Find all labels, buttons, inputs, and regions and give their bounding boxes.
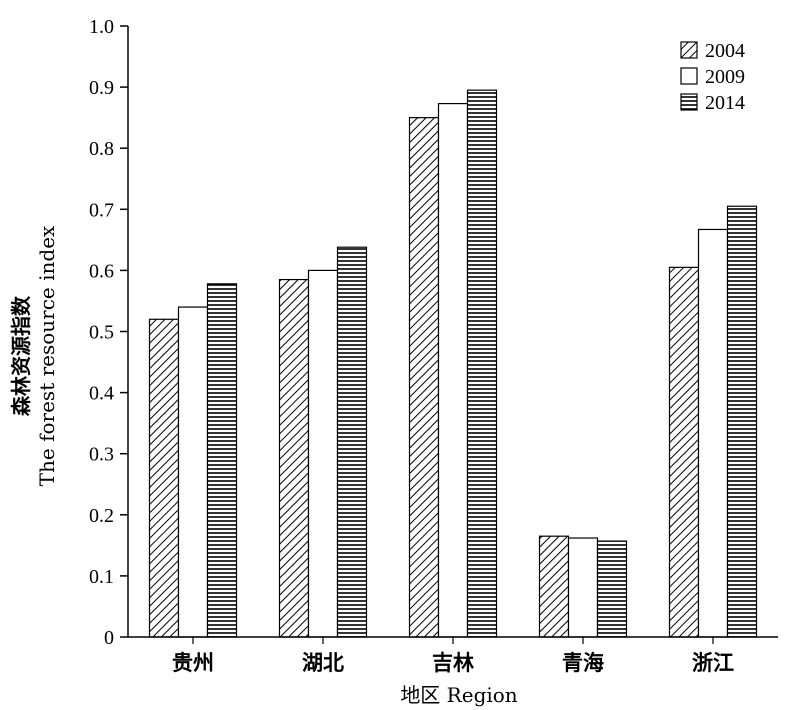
bar-2009-1 bbox=[307, 269, 339, 638]
bar-2009-4 bbox=[697, 228, 729, 638]
bar-2014-3 bbox=[596, 540, 628, 638]
y-tick-label: 0 bbox=[104, 627, 114, 649]
legend: 2004 2009 2014 bbox=[680, 40, 745, 114]
y-axis-title-cn: 森林资源指数 bbox=[9, 295, 33, 416]
y-axis-title-en: The forest resource index bbox=[35, 225, 59, 486]
y-tick-label: 0.7 bbox=[89, 199, 114, 221]
bar-2009-0 bbox=[177, 306, 209, 638]
bar-2014-4 bbox=[726, 205, 758, 638]
bar-2004-1 bbox=[278, 278, 310, 638]
y-ticks-group: 0 0.1 0.2 0.3 0.4 0.5 0.6 0.7 0.8 0.9 1.0 bbox=[89, 16, 128, 649]
bar-2004-2 bbox=[408, 117, 440, 638]
legend-label-2009: 2009 bbox=[705, 66, 745, 88]
y-tick-label: 0.1 bbox=[89, 566, 114, 588]
x-category-label: 吉林 bbox=[432, 651, 474, 675]
legend-swatch-2014 bbox=[680, 93, 698, 111]
bar-2004-3 bbox=[538, 535, 570, 638]
y-tick-label: 0.8 bbox=[89, 138, 114, 160]
x-labels-group: 贵州 湖北 吉林 青海 浙江 bbox=[172, 637, 734, 675]
bars-group bbox=[148, 89, 758, 638]
y-tick-label: 0.6 bbox=[89, 260, 114, 282]
x-category-label: 浙江 bbox=[692, 651, 734, 675]
bar-2009-2 bbox=[437, 102, 469, 638]
bar-2009-3 bbox=[567, 537, 599, 638]
y-tick-label: 0.5 bbox=[89, 322, 114, 344]
bar-2004-4 bbox=[668, 266, 700, 638]
legend-label-2014: 2014 bbox=[705, 92, 745, 114]
y-tick-label: 0.2 bbox=[89, 505, 114, 527]
y-tick-label: 0.9 bbox=[89, 77, 114, 99]
bar-2014-0 bbox=[206, 283, 238, 638]
legend-label-2004: 2004 bbox=[705, 40, 745, 62]
bar-2004-0 bbox=[148, 318, 180, 638]
bar-2014-1 bbox=[336, 246, 368, 638]
y-tick-label: 0.4 bbox=[89, 383, 114, 405]
y-axis-title-group: 森林资源指数 The forest resource index bbox=[9, 225, 59, 486]
x-category-label: 青海 bbox=[562, 651, 604, 675]
y-tick-label: 0.3 bbox=[89, 444, 114, 466]
y-tick-label: 1.0 bbox=[89, 16, 114, 38]
x-category-label: 贵州 bbox=[172, 651, 214, 675]
bar-2014-2 bbox=[466, 89, 498, 638]
x-category-label: 湖北 bbox=[302, 651, 344, 675]
legend-swatch-2004 bbox=[680, 41, 698, 59]
x-axis-title: 地区 Region bbox=[400, 683, 517, 707]
legend-swatch-2009 bbox=[680, 67, 698, 85]
